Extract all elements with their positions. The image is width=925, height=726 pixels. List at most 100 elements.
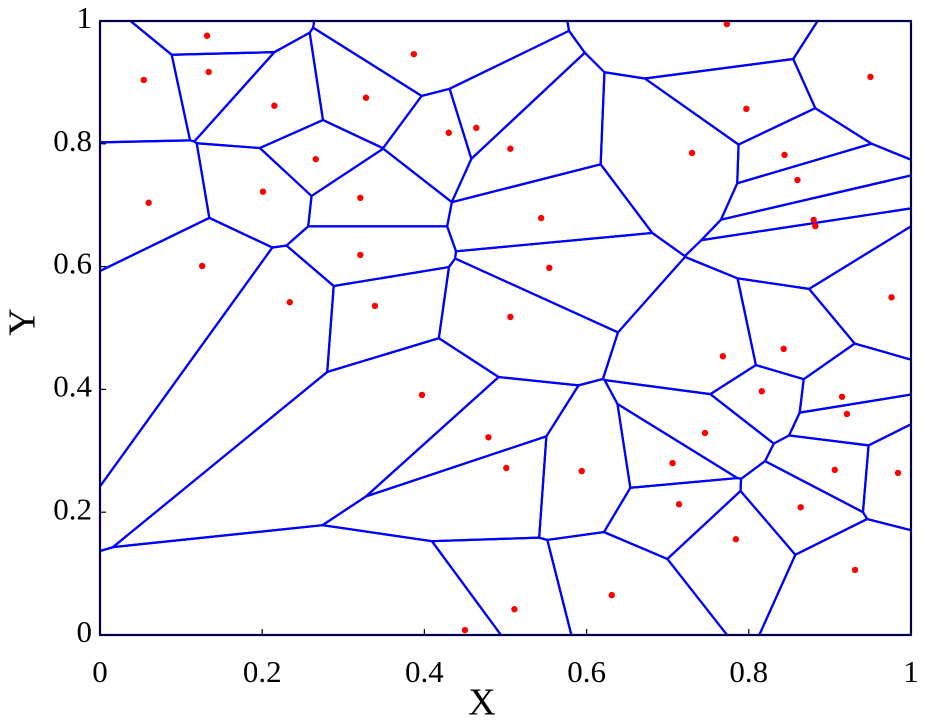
voronoi-cell	[739, 460, 869, 556]
voronoi-cell	[98, 139, 211, 273]
site-point	[608, 591, 615, 599]
site-point	[198, 262, 206, 270]
site-point	[271, 102, 278, 109]
site-point	[485, 434, 492, 441]
voronoi-cell	[616, 402, 739, 489]
site-point	[732, 536, 740, 543]
x-tick-label: 0.8	[729, 654, 768, 689]
voronoi-cell	[792, 19, 913, 161]
voronoi-cell	[437, 257, 620, 387]
site-point	[418, 391, 426, 399]
voronoi-cell	[758, 517, 913, 637]
site-point	[203, 32, 211, 39]
site-point	[259, 188, 267, 195]
site-point	[812, 222, 819, 230]
site-point	[810, 216, 817, 224]
y-axis-label: Y	[2, 308, 44, 335]
site-point	[371, 302, 379, 310]
voronoi-cell	[98, 244, 335, 553]
voronoi-cell	[326, 265, 451, 374]
voronoi-cell	[129, 19, 316, 56]
site-point	[205, 68, 212, 76]
voronoi-cell	[258, 118, 385, 198]
voronoi-cell	[666, 489, 797, 637]
site-point	[286, 299, 293, 306]
voronoi-cell	[321, 435, 548, 543]
site-point	[719, 353, 727, 360]
site-point	[723, 20, 731, 28]
voronoi-cell	[285, 225, 458, 288]
voronoi-cell	[736, 277, 856, 381]
site-point	[578, 467, 585, 475]
voronoi-cell	[601, 255, 758, 396]
voronoi-cell	[170, 51, 276, 143]
x-axis-label: X	[468, 682, 495, 724]
voronoi-cell	[807, 225, 913, 361]
y-tick-label: 1	[77, 0, 93, 35]
site-point	[688, 149, 696, 157]
voronoi-cell	[736, 107, 873, 185]
voronoi-cell	[195, 142, 313, 249]
voronoi-cell	[98, 216, 274, 488]
site-point	[867, 73, 874, 81]
plot-frame	[99, 20, 912, 636]
site-point	[357, 251, 364, 259]
site-point	[473, 124, 480, 132]
site-point	[445, 129, 452, 136]
y-tick-label: 0.4	[53, 369, 92, 404]
voronoi-cell	[111, 337, 500, 549]
voronoi-cell	[454, 231, 687, 334]
y-tick-label: 0	[77, 614, 93, 649]
site-point	[894, 469, 902, 477]
voronoi-cell	[599, 71, 740, 258]
voronoi-cell	[602, 476, 743, 561]
site-point	[831, 466, 838, 474]
site-point	[669, 459, 676, 467]
site-point	[507, 145, 514, 152]
site-point	[701, 429, 709, 437]
site-point	[357, 194, 364, 202]
y-tick-label: 0.2	[53, 491, 92, 526]
site-point	[362, 94, 370, 101]
site-point	[838, 393, 846, 400]
site-point	[797, 504, 804, 511]
x-tick-label: 1	[903, 654, 919, 689]
voronoi-cell	[308, 26, 423, 150]
voronoi-cell	[312, 19, 571, 98]
site-point	[507, 313, 514, 321]
voronoi-cell	[603, 378, 775, 480]
site-point	[780, 345, 787, 353]
voronoi-cell	[798, 342, 913, 414]
x-tick-label: 0.6	[567, 654, 606, 689]
voronoi-cell	[861, 423, 913, 532]
site-point	[851, 566, 859, 574]
site-point	[843, 410, 851, 418]
voronoi-cell	[446, 163, 654, 253]
site-point	[511, 606, 518, 613]
site-point	[145, 199, 152, 206]
site-point	[537, 214, 545, 222]
voronoi-cell	[307, 147, 453, 228]
voronoi-cell	[546, 530, 729, 637]
site-point	[675, 501, 683, 508]
site-point	[312, 155, 319, 163]
voronoi-cell	[448, 29, 586, 160]
site-point	[743, 105, 750, 113]
site-point	[461, 626, 469, 634]
site-point	[758, 388, 765, 395]
site-point	[546, 264, 553, 272]
voronoi-cell	[763, 434, 870, 514]
site-point	[410, 50, 418, 58]
y-tick-label: 0.6	[53, 246, 92, 281]
x-tick-label: 0	[92, 654, 108, 689]
voronoi-cell	[381, 87, 473, 204]
voronoi-cell	[566, 19, 819, 80]
voronoi-cell	[193, 31, 325, 150]
x-tick-label: 0.4	[405, 654, 444, 689]
site-point	[794, 176, 801, 184]
site-point	[503, 464, 510, 472]
x-tick-label: 0.2	[243, 654, 282, 689]
site-point	[781, 151, 788, 159]
voronoi-cell	[700, 174, 913, 242]
